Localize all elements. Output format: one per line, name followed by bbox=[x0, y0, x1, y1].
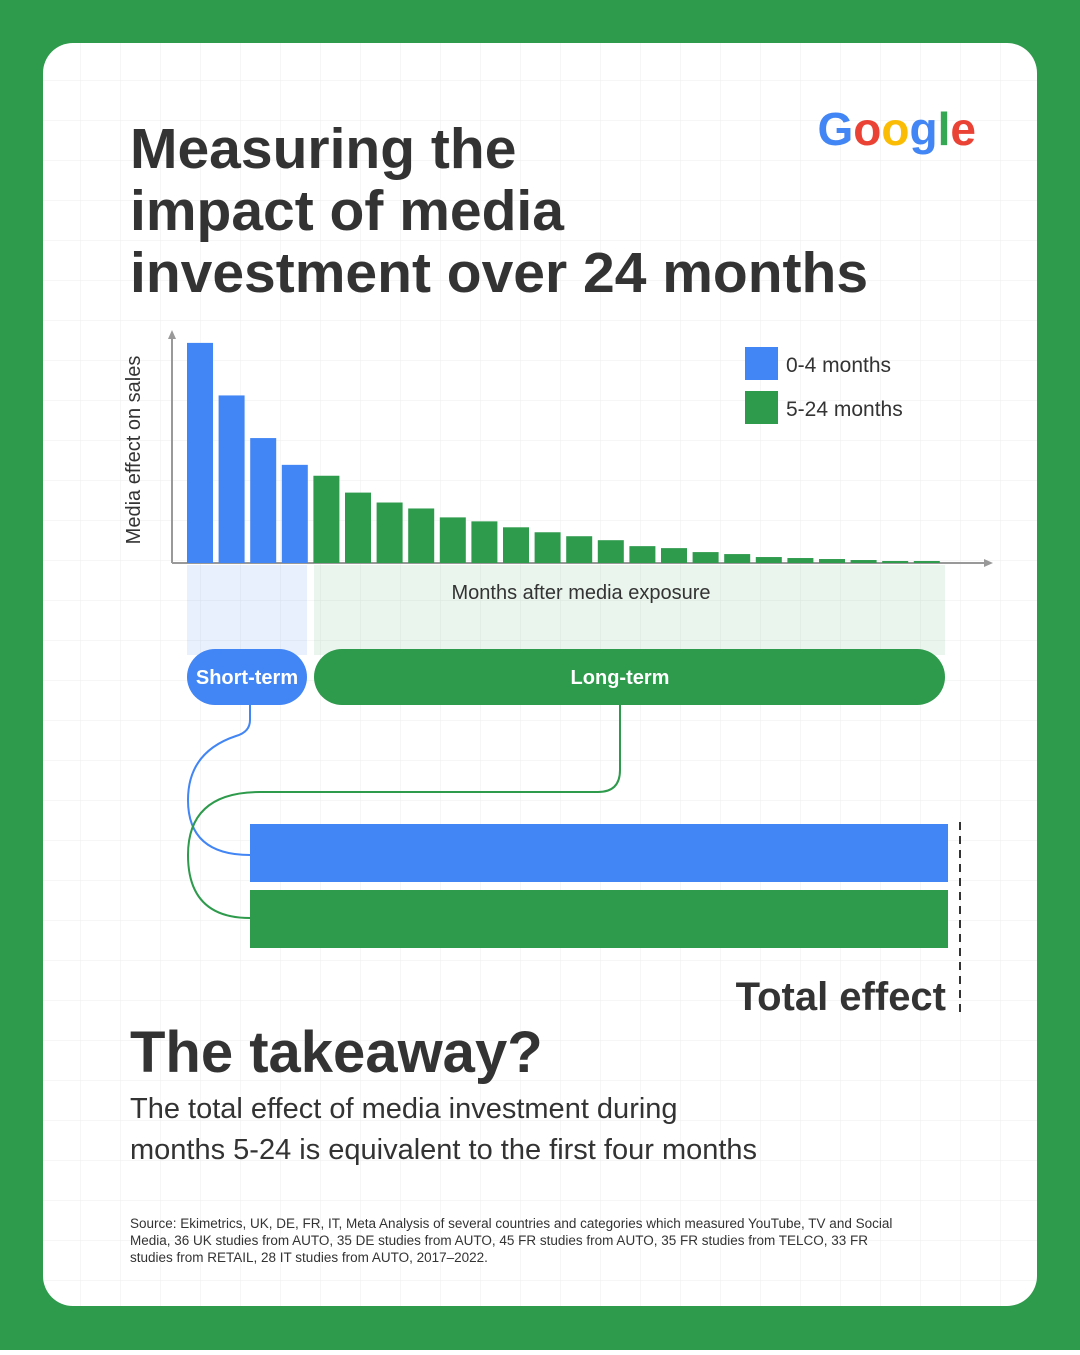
takeaway-line: months 5-24 is equivalent to the first f… bbox=[130, 1134, 757, 1166]
long-label: Long-term bbox=[571, 667, 670, 689]
bar bbox=[566, 536, 593, 563]
bar bbox=[376, 502, 403, 563]
bar bbox=[345, 492, 371, 563]
bar bbox=[313, 475, 340, 563]
total-label: Total effect bbox=[736, 975, 946, 1019]
bar bbox=[218, 395, 245, 563]
legend-swatch bbox=[745, 391, 778, 424]
takeaway-heading: The takeaway? bbox=[130, 1020, 543, 1085]
bar bbox=[281, 464, 308, 563]
short-connector bbox=[186, 705, 251, 856]
short-pill bbox=[187, 649, 307, 705]
bar bbox=[471, 521, 498, 563]
bar bbox=[724, 554, 751, 563]
short-label: Short-term bbox=[196, 667, 298, 689]
source-line: Source: Ekimetrics, UK, DE, FR, IT, Meta… bbox=[130, 1216, 892, 1231]
short-region bbox=[187, 565, 307, 655]
bar bbox=[408, 508, 435, 563]
bar bbox=[692, 552, 719, 563]
legend-label: 0-4 months bbox=[786, 354, 891, 377]
long-connector bbox=[186, 705, 621, 919]
bar bbox=[597, 540, 624, 563]
bar bbox=[250, 438, 277, 563]
bar bbox=[819, 559, 845, 563]
y-axis-label: Media effect on sales bbox=[123, 356, 145, 545]
source-line: Media, 36 UK studies from AUTO, 35 DE st… bbox=[130, 1233, 868, 1248]
long-pill bbox=[314, 649, 945, 705]
logo: Google bbox=[818, 103, 976, 155]
bar bbox=[629, 546, 656, 563]
legend-swatch bbox=[745, 347, 778, 380]
x-arrow bbox=[984, 559, 993, 567]
bar bbox=[503, 527, 529, 563]
total-bar bbox=[250, 890, 948, 948]
takeaway-line: The total effect of media investment dur… bbox=[130, 1093, 678, 1125]
source-line: studies from RETAIL, 28 IT studies from … bbox=[130, 1250, 488, 1265]
bar bbox=[661, 548, 687, 563]
bar bbox=[913, 561, 940, 563]
chart-title: Measuring the impact of media investment… bbox=[130, 117, 868, 305]
total-bar bbox=[250, 824, 948, 882]
bar bbox=[850, 560, 877, 563]
long-region bbox=[314, 565, 945, 655]
legend-label: 5-24 months bbox=[786, 398, 903, 421]
y-arrow bbox=[168, 330, 176, 339]
bar bbox=[187, 342, 213, 563]
bar bbox=[755, 557, 782, 563]
bar bbox=[534, 532, 561, 563]
bar bbox=[439, 517, 466, 563]
bar bbox=[882, 561, 909, 563]
bar bbox=[787, 558, 814, 563]
x-axis-label: Months after media exposure bbox=[451, 582, 710, 604]
